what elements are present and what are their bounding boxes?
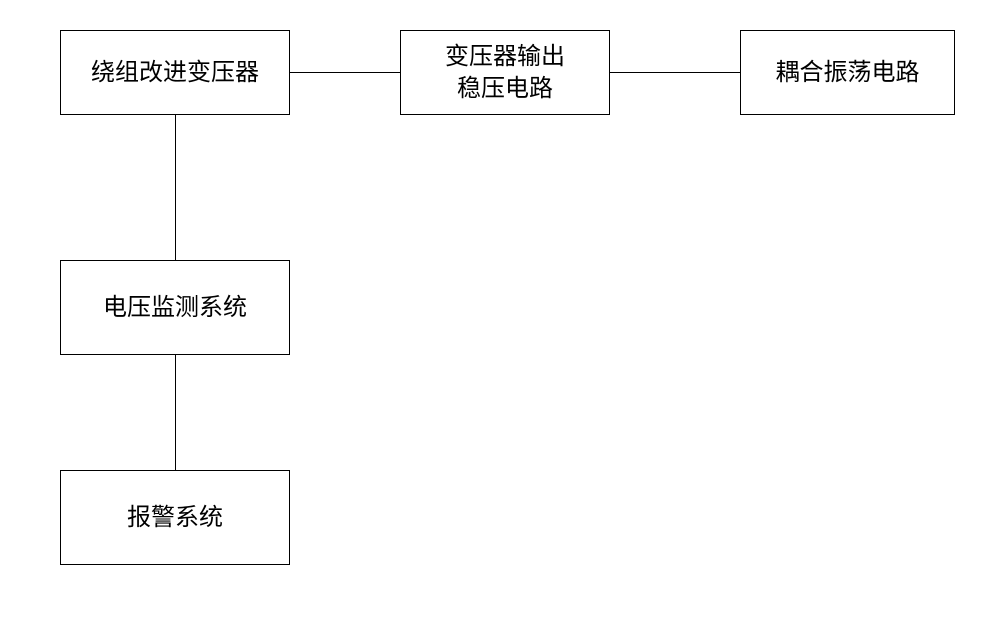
connector	[175, 355, 176, 470]
node-voltage-monitor: 电压监测系统	[60, 260, 290, 355]
node-label: 变压器输出 稳压电路	[445, 41, 565, 103]
node-label: 绕组改进变压器	[91, 57, 259, 88]
connector	[290, 72, 400, 73]
node-winding-transformer: 绕组改进变压器	[60, 30, 290, 115]
node-coupled-oscillator: 耦合振荡电路	[740, 30, 955, 115]
node-regulator-circuit: 变压器输出 稳压电路	[400, 30, 610, 115]
node-alarm-system: 报警系统	[60, 470, 290, 565]
connector	[175, 115, 176, 260]
connector	[610, 72, 740, 73]
node-label: 报警系统	[127, 502, 223, 533]
diagram-canvas: 绕组改进变压器 变压器输出 稳压电路 耦合振荡电路 电压监测系统 报警系统	[0, 0, 1000, 626]
node-label: 电压监测系统	[103, 292, 247, 323]
node-label: 耦合振荡电路	[776, 57, 920, 88]
